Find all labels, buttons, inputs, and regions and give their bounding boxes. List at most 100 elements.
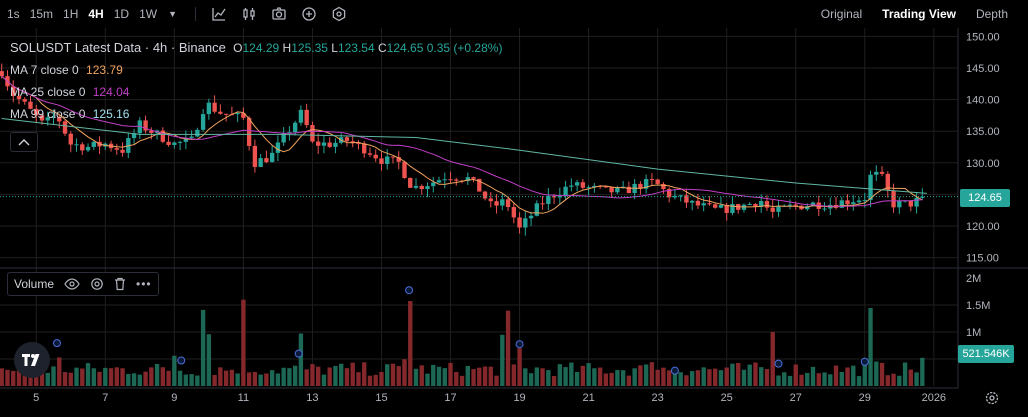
candle-body [310,125,315,142]
volume-legend[interactable]: Volume ••• [7,272,159,296]
time-tick-label: 17 [444,392,456,404]
candle-body [494,201,499,206]
timeframe-4h[interactable]: 4H [88,7,104,21]
timeframe-15m[interactable]: 15m [29,7,54,21]
candle-body [51,116,56,118]
candle-body [649,179,655,181]
tab-original[interactable]: Original [820,7,863,21]
candle-body [436,180,442,183]
volume-bar [16,368,22,386]
camera-icon[interactable] [271,6,287,22]
candle-body [920,196,925,198]
candle-body [200,114,206,130]
chart-settings-icon[interactable] [982,388,1002,408]
candle-body [189,136,194,138]
volume-bar [206,334,212,386]
volume-bar [137,374,142,386]
volume-bar [166,370,171,386]
timeframe-1s[interactable]: 1s [7,7,20,21]
volume-bar [103,367,108,386]
volume-bar [534,367,540,386]
volume-bar [5,369,10,386]
candle-body [482,191,488,199]
ma25-value: 124.04 [92,85,130,99]
ohlc-high: 125.35 [291,41,328,55]
candle-style-icon[interactable] [241,6,257,22]
candle-body [528,215,534,219]
candle-body [275,142,281,153]
candle-body [511,207,516,218]
volume-bar [11,370,16,386]
volume-bar [0,368,4,386]
candle-body [143,120,148,131]
candle-body [344,137,350,142]
eye-icon[interactable] [64,278,80,290]
candle-body [114,148,119,150]
candle-body [91,141,96,147]
volume-bar [223,370,229,386]
price-tick-label: 145.00 [966,63,1000,75]
settings-icon[interactable] [331,6,347,22]
time-tick-label: 23 [652,392,664,404]
volume-bar [177,370,183,386]
indicator-icon[interactable] [211,6,227,22]
candle-body [471,177,476,179]
candle-body [856,200,862,203]
volume-bar [80,368,85,386]
volume-bar [528,373,534,386]
candle-body [534,203,540,216]
candle-body [246,117,252,146]
collapse-legend-button[interactable] [10,132,38,152]
candle-body [580,182,586,188]
candle-body [39,115,45,121]
add-icon[interactable] [301,6,317,22]
timeframe-1h[interactable]: 1H [63,7,79,21]
time-tick-label: 29 [859,392,871,404]
settings-gear-icon[interactable] [90,277,104,291]
toolbar-divider [194,7,196,21]
legend-ma25[interactable]: MA 25 close 0 124.04 [10,84,502,106]
volume-bar [62,372,68,386]
volume-bar [759,367,764,386]
timeframe-1d[interactable]: 1D [113,7,130,21]
volume-bar [442,368,447,386]
volume-bar [298,333,304,386]
volume-bar [914,372,919,386]
volume-bar [189,374,194,386]
volume-bar [356,372,361,386]
volume-bar [154,364,160,386]
timeframe-dropdown-icon[interactable]: ▼ [168,9,177,19]
candle-body [655,179,660,184]
candle-body [304,109,309,126]
price-tick-label: 140.00 [966,95,1000,107]
volume-bar [517,348,522,386]
more-icon[interactable]: ••• [136,277,152,291]
volume-bar [540,368,545,386]
volume-bar [269,370,275,386]
volume-bar [620,370,626,386]
volume-bar [436,366,442,386]
candle-body [672,195,678,198]
ohlc-open: 124.29 [242,41,280,55]
candle-body [62,121,68,134]
price-chart[interactable]: 150.00145.00140.00135.00130.00125.00120.… [0,28,1028,417]
tab-depth[interactable]: Depth [975,7,1008,21]
trash-icon[interactable] [114,277,126,291]
volume-bar [333,365,338,386]
volume-bar [304,369,309,386]
tab-trading-view[interactable]: Trading View [882,7,956,21]
candle-body [517,217,522,228]
timeframe-1w[interactable]: 1W [139,7,158,21]
volume-bar [839,371,844,386]
volume-bar [160,367,166,386]
volume-bar [707,369,712,386]
legend-ma7[interactable]: MA 7 close 0 123.79 [10,62,502,84]
legend-ma99[interactable]: MA 99 close 0 125.16 [10,106,502,128]
ohlc-low: 123.54 [337,41,375,55]
volume-bar [810,366,816,386]
volume-bar [85,363,91,386]
candle-body [724,205,729,213]
candle-body [373,154,378,159]
candle-body [551,195,557,198]
volume-tick-label: 2M [966,273,981,285]
